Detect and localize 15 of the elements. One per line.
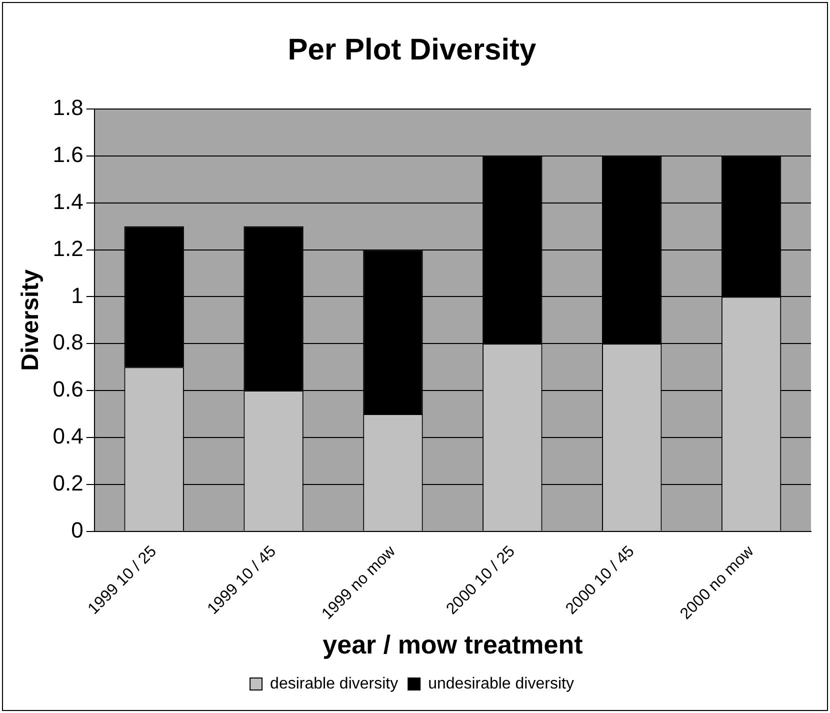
legend-label: undesirable diversity [428, 675, 574, 692]
y-tick-label: 1.4 [52, 188, 84, 214]
y-tick-label: 1 [71, 282, 84, 308]
y-tick-label: 0.8 [52, 330, 84, 355]
y-tick-label: 0 [71, 517, 84, 542]
y-tick-label: 0.6 [52, 376, 84, 402]
legend-label: desirable diversity [270, 675, 398, 692]
chart-title: Per Plot Diversity [288, 33, 537, 66]
y-tick-label: 1.2 [52, 236, 84, 261]
y-axis-title: Diversity [17, 268, 44, 371]
y-tick-label: 1.8 [52, 95, 84, 120]
x-axis-title: year / mow treatment [322, 630, 584, 660]
y-tick-label: 0.4 [52, 424, 84, 449]
y-tick-label: 1.6 [52, 142, 84, 167]
y-tick-label: 0.2 [52, 470, 84, 496]
